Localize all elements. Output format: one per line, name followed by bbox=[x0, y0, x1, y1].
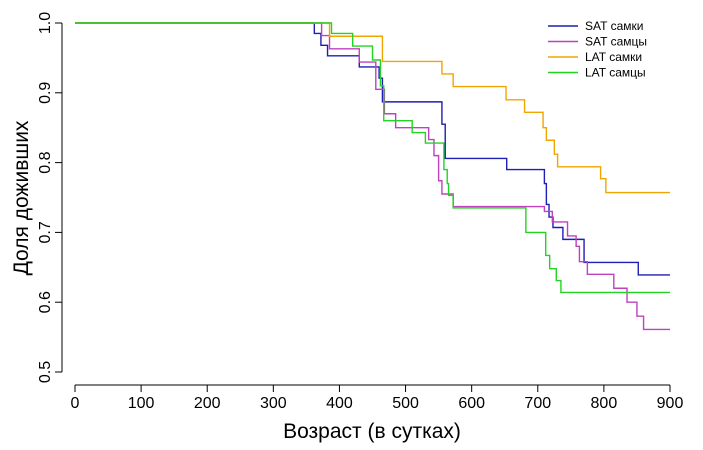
y-axis-title: Доля доживших bbox=[10, 120, 33, 275]
x-tick-label: 900 bbox=[657, 395, 684, 412]
series-line-1 bbox=[75, 22, 670, 276]
x-tick-label: 0 bbox=[71, 395, 80, 412]
y-tick-label: 1.0 bbox=[37, 12, 54, 34]
legend-label-1: SAT самки bbox=[585, 19, 643, 33]
x-tick-label: 700 bbox=[524, 395, 551, 412]
y-tick-label: 0.9 bbox=[37, 82, 54, 104]
x-tick-label: 600 bbox=[458, 395, 485, 412]
series-line-4 bbox=[75, 22, 670, 294]
y-tick-label: 0.6 bbox=[37, 291, 54, 313]
x-tick-label: 300 bbox=[260, 395, 287, 412]
y-tick-label: 0.8 bbox=[37, 151, 54, 173]
x-axis-title: Возраст (в сутках) bbox=[283, 420, 461, 443]
series-lines bbox=[75, 22, 670, 331]
x-tick-label: 200 bbox=[194, 395, 221, 412]
x-tick-label: 400 bbox=[326, 395, 353, 412]
legend-label-3: LAT самки bbox=[585, 50, 642, 64]
x-tick-label: 500 bbox=[392, 395, 419, 412]
axes: 0 100 200 300 400 500 600 700 800 900 0.5 0.6 0.7 0.8… bbox=[37, 12, 683, 412]
series-line-3 bbox=[75, 22, 670, 194]
x-tick-label: 800 bbox=[591, 395, 618, 412]
y-tick-label: 0.5 bbox=[37, 361, 54, 383]
legend-label-4: LAT самцы bbox=[585, 66, 646, 80]
y-tick-label: 0.7 bbox=[37, 221, 54, 243]
legend-label-2: SAT самцы bbox=[585, 35, 647, 49]
series-line-2 bbox=[75, 22, 670, 331]
x-tick-label: 100 bbox=[128, 395, 155, 412]
